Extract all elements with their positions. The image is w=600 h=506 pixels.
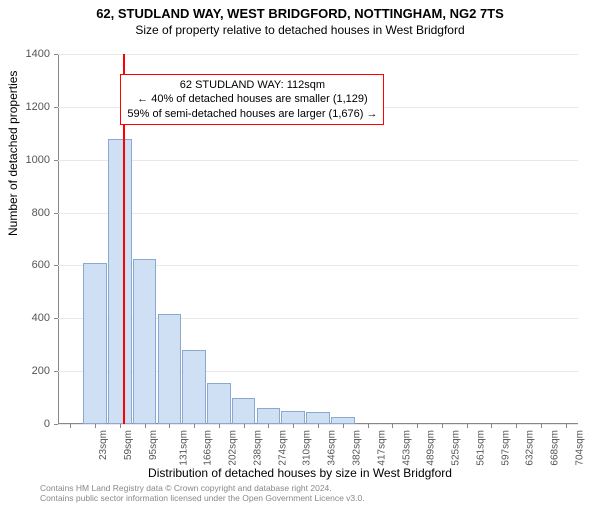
xtick-label: 382sqm bbox=[352, 430, 363, 466]
gridline bbox=[58, 54, 578, 55]
ytick-mark bbox=[54, 265, 58, 266]
ytick-mark bbox=[54, 424, 58, 425]
ytick-label: 800 bbox=[10, 207, 50, 219]
xtick-mark bbox=[70, 424, 71, 428]
ytick-label: 200 bbox=[10, 365, 50, 377]
ytick-label: 0 bbox=[10, 418, 50, 430]
chart-plot-area: 020040060080010001200140023sqm59sqm95sqm… bbox=[58, 54, 578, 424]
xtick-mark bbox=[417, 424, 418, 428]
xtick-mark bbox=[244, 424, 245, 428]
histogram-bar bbox=[331, 417, 355, 424]
xtick-label: 561sqm bbox=[475, 430, 486, 466]
xtick-mark bbox=[442, 424, 443, 428]
gridline bbox=[58, 213, 578, 214]
xtick-mark bbox=[293, 424, 294, 428]
xtick-label: 23sqm bbox=[98, 430, 109, 460]
ytick-label: 600 bbox=[10, 259, 50, 271]
xtick-mark bbox=[392, 424, 393, 428]
xtick-label: 59sqm bbox=[123, 430, 134, 460]
ytick-mark bbox=[54, 318, 58, 319]
xtick-label: 310sqm bbox=[302, 430, 313, 466]
ytick-mark bbox=[54, 107, 58, 108]
annotation-line: 59% of semi-detached houses are larger (… bbox=[127, 107, 377, 121]
histogram-bar bbox=[207, 383, 231, 424]
xtick-mark bbox=[491, 424, 492, 428]
xtick-label: 166sqm bbox=[203, 430, 214, 466]
histogram-bar bbox=[281, 411, 305, 424]
xtick-mark bbox=[145, 424, 146, 428]
xtick-mark bbox=[318, 424, 319, 428]
ytick-mark bbox=[54, 371, 58, 372]
histogram-bar bbox=[158, 314, 182, 424]
y-axis-line bbox=[58, 54, 59, 424]
histogram-bar bbox=[306, 412, 330, 424]
xtick-label: 95sqm bbox=[148, 430, 159, 460]
xtick-mark bbox=[219, 424, 220, 428]
xtick-mark bbox=[169, 424, 170, 428]
xtick-mark bbox=[467, 424, 468, 428]
xtick-label: 274sqm bbox=[277, 430, 288, 466]
ytick-mark bbox=[54, 160, 58, 161]
xtick-label: 525sqm bbox=[451, 430, 462, 466]
ytick-label: 1200 bbox=[10, 101, 50, 113]
xtick-mark bbox=[368, 424, 369, 428]
x-axis-label: Distribution of detached houses by size … bbox=[0, 466, 600, 480]
ytick-label: 400 bbox=[10, 312, 50, 324]
xtick-mark bbox=[343, 424, 344, 428]
xtick-label: 668sqm bbox=[550, 430, 561, 466]
xtick-mark bbox=[541, 424, 542, 428]
plot-area: 020040060080010001200140023sqm59sqm95sqm… bbox=[58, 54, 578, 424]
xtick-mark bbox=[516, 424, 517, 428]
histogram-bar bbox=[108, 139, 132, 424]
xtick-label: 453sqm bbox=[401, 430, 412, 466]
histogram-bar bbox=[182, 350, 206, 424]
ytick-mark bbox=[54, 54, 58, 55]
xtick-mark bbox=[95, 424, 96, 428]
histogram-bar bbox=[83, 263, 107, 424]
xtick-label: 417sqm bbox=[376, 430, 387, 466]
xtick-label: 632sqm bbox=[525, 430, 536, 466]
xtick-label: 489sqm bbox=[426, 430, 437, 466]
xtick-label: 597sqm bbox=[500, 430, 511, 466]
ytick-label: 1000 bbox=[10, 154, 50, 166]
histogram-bar bbox=[133, 259, 157, 424]
xtick-label: 202sqm bbox=[228, 430, 239, 466]
xtick-mark bbox=[268, 424, 269, 428]
gridline bbox=[58, 160, 578, 161]
xtick-mark bbox=[566, 424, 567, 428]
xtick-label: 346sqm bbox=[327, 430, 338, 466]
xtick-label: 704sqm bbox=[574, 430, 585, 466]
xtick-label: 131sqm bbox=[178, 430, 189, 466]
chart-title-main: 62, STUDLAND WAY, WEST BRIDGFORD, NOTTIN… bbox=[0, 6, 600, 21]
histogram-bar bbox=[257, 408, 281, 424]
xtick-label: 238sqm bbox=[253, 430, 264, 466]
footer-line-2: Contains public sector information licen… bbox=[40, 494, 365, 504]
annotation-line: 62 STUDLAND WAY: 112sqm bbox=[127, 78, 377, 92]
histogram-bar bbox=[232, 398, 256, 424]
annotation-box: 62 STUDLAND WAY: 112sqm← 40% of detached… bbox=[120, 74, 384, 125]
ytick-mark bbox=[54, 213, 58, 214]
annotation-line: ← 40% of detached houses are smaller (1,… bbox=[127, 92, 377, 106]
xtick-mark bbox=[194, 424, 195, 428]
footer-attribution: Contains HM Land Registry data © Crown c… bbox=[40, 484, 365, 504]
ytick-label: 1400 bbox=[10, 48, 50, 60]
chart-title-sub: Size of property relative to detached ho… bbox=[0, 23, 600, 37]
xtick-mark bbox=[120, 424, 121, 428]
